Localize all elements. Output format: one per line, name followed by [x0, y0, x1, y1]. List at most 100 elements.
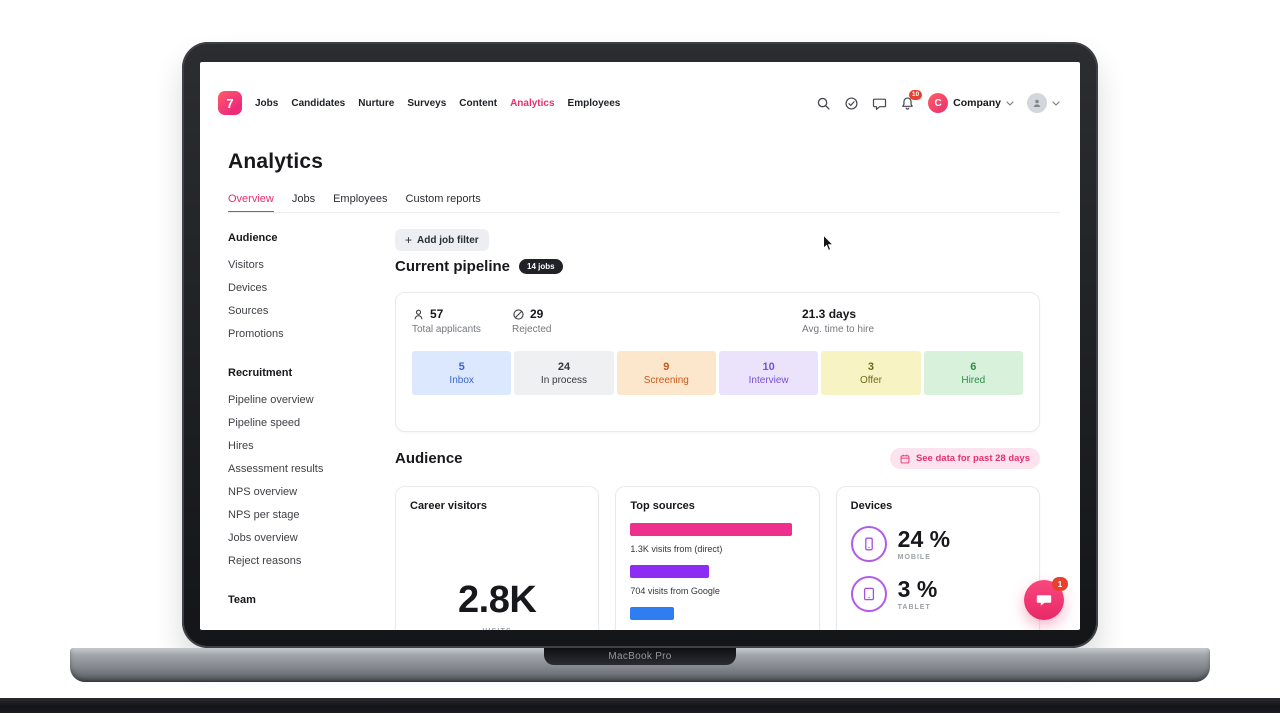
laptop-notch: MacBook Pro [544, 648, 736, 665]
page-title: Analytics [228, 150, 324, 173]
topbar-actions: 10 C Company [816, 89, 1060, 113]
stat-rejected: 29 Rejected [512, 307, 551, 335]
device-row-tablet: 3 % TABLET [850, 575, 1025, 612]
source-label: 704 visits from Google [630, 586, 720, 596]
stage-inbox[interactable]: 5 Inbox [412, 351, 512, 395]
tab-custom-reports[interactable]: Custom reports [405, 193, 481, 205]
desk-edge [0, 698, 1280, 713]
app-logo[interactable]: 7 [218, 91, 242, 115]
stage-label: Hired [961, 374, 986, 386]
plus-icon: + [405, 233, 413, 247]
app-screen: 7 Jobs Candidates Nurture Surveys Conten… [200, 62, 1080, 630]
sidebar-item-assessment-results[interactable]: Assessment results [228, 462, 324, 475]
sidebar-item-promotions[interactable]: Promotions [228, 327, 284, 340]
jobs-count-badge: 14 jobs [519, 259, 563, 274]
sidebar-item-sources[interactable]: Sources [228, 304, 269, 317]
card-title: Career visitors [410, 500, 488, 512]
stat-value: 57 [430, 307, 444, 321]
sidebar-section-title: Recruitment [228, 367, 293, 379]
audience-title: Audience [395, 450, 463, 467]
device-percent: 3 % [897, 575, 938, 602]
source-label: 1.3K visits from (direct) [630, 544, 723, 554]
sidebar-item-visitors[interactable]: Visitors [228, 258, 264, 271]
user-menu[interactable] [1027, 93, 1060, 113]
audience-heading-row: Audience See data for past 28 days [395, 448, 1040, 469]
stat-label: Avg. time to hire [802, 324, 875, 335]
sidebar-item-nps-overview[interactable]: NPS overview [228, 485, 298, 498]
device-percent: 24 % [897, 525, 951, 552]
nav-item-analytics[interactable]: Analytics [510, 97, 555, 109]
chat-widget-badge: 1 [1052, 577, 1068, 591]
pipeline-heading: Current pipeline 14 jobs [395, 258, 563, 275]
chevron-down-icon [1052, 100, 1060, 106]
add-job-filter-label: Add job filter [417, 234, 479, 246]
source-bar-third [630, 607, 674, 620]
audience-cards: Career visitors 2.8K VISITS Top sources … [395, 486, 1040, 630]
stage-count: 24 [557, 360, 571, 373]
pipeline-title: Current pipeline [395, 258, 511, 275]
stat-value: 29 [530, 307, 544, 321]
sidebar-section-title: Audience [228, 232, 278, 244]
chat-widget-button[interactable]: 1 [1024, 577, 1068, 620]
date-range-button[interactable]: See data for past 28 days [889, 448, 1040, 469]
sidebar-item-pipeline-overview[interactable]: Pipeline overview [228, 393, 314, 406]
stage-interview[interactable]: 10 Interview [718, 351, 819, 395]
main-content: + Add job filter Current pipeline 14 job… [395, 62, 1040, 630]
chat-icon[interactable] [872, 96, 887, 111]
notifications[interactable]: 10 [900, 89, 923, 111]
sidebar-item-pipeline-speed[interactable]: Pipeline speed [228, 416, 301, 429]
nav-item-nurture[interactable]: Nurture [358, 97, 395, 109]
stat-label: Total applicants [412, 324, 481, 335]
sidebar-item-jobs-overview[interactable]: Jobs overview [228, 531, 298, 544]
sidebar-item-devices[interactable]: Devices [228, 281, 268, 294]
notification-badge: 10 [908, 89, 923, 100]
chat-bubble-icon [1036, 595, 1052, 606]
devices-card: Devices 24 % MOBILE 3 % TABLET [835, 486, 1040, 630]
sidebar-section-recruitment: Recruitment Pipeline overview Pipeline s… [228, 367, 378, 572]
device-label: MacBook Pro [608, 651, 672, 662]
source-bar-direct [630, 523, 793, 536]
sidebar-section-title: Team [228, 594, 256, 606]
company-avatar: C [928, 93, 949, 113]
pipeline-card: 57 Total applicants 29 Rejected 21.3 day… [395, 292, 1040, 432]
tab-overview[interactable]: Overview [228, 193, 274, 213]
sidebar-item-reject-reasons[interactable]: Reject reasons [228, 554, 302, 567]
device-row-mobile: 24 % MOBILE [850, 525, 1025, 562]
stage-screening[interactable]: 9 Screening [616, 351, 716, 395]
source-bar-google [630, 565, 709, 578]
add-job-filter-button[interactable]: + Add job filter [395, 229, 489, 251]
main-nav: Jobs Candidates Nurture Surveys Content … [255, 98, 620, 109]
device-label: TABLET [897, 603, 931, 611]
rejected-icon [513, 308, 524, 320]
tab-employees[interactable]: Employees [333, 193, 388, 205]
stage-offer[interactable]: 3 Offer [821, 351, 921, 395]
stage-count: 6 [970, 360, 977, 373]
nav-item-surveys[interactable]: Surveys [407, 97, 447, 109]
person-icon [1033, 99, 1041, 108]
career-visitors-card: Career visitors 2.8K VISITS [395, 486, 600, 630]
sidebar-item-nps-per-stage[interactable]: NPS per stage [228, 508, 300, 521]
stat-value: 21.3 days [802, 307, 857, 321]
stat-total-applicants: 57 Total applicants [412, 307, 481, 335]
stage-in-process[interactable]: 24 In process [514, 351, 614, 395]
check-circle-icon[interactable] [844, 96, 859, 111]
visits-value: 2.8K [458, 579, 537, 621]
calendar-icon [900, 454, 910, 463]
nav-item-candidates[interactable]: Candidates [291, 97, 346, 109]
company-menu[interactable]: C Company [928, 93, 1014, 113]
stage-count: 9 [663, 360, 670, 373]
card-title: Devices [850, 500, 893, 512]
logo-glyph: 7 [226, 95, 234, 111]
applicants-icon [414, 309, 423, 319]
search-icon[interactable] [816, 96, 831, 111]
user-avatar [1027, 93, 1047, 113]
nav-item-employees[interactable]: Employees [567, 97, 621, 109]
stage-label: Screening [643, 374, 689, 386]
sidebar-section-team: Team [228, 594, 378, 606]
sidebar-item-hires[interactable]: Hires [228, 439, 254, 452]
stage-hired[interactable]: 6 Hired [923, 351, 1023, 395]
nav-item-jobs[interactable]: Jobs [255, 97, 279, 109]
nav-item-content[interactable]: Content [459, 97, 498, 109]
tab-jobs[interactable]: Jobs [291, 193, 316, 205]
laptop-base: MacBook Pro [70, 648, 1210, 682]
